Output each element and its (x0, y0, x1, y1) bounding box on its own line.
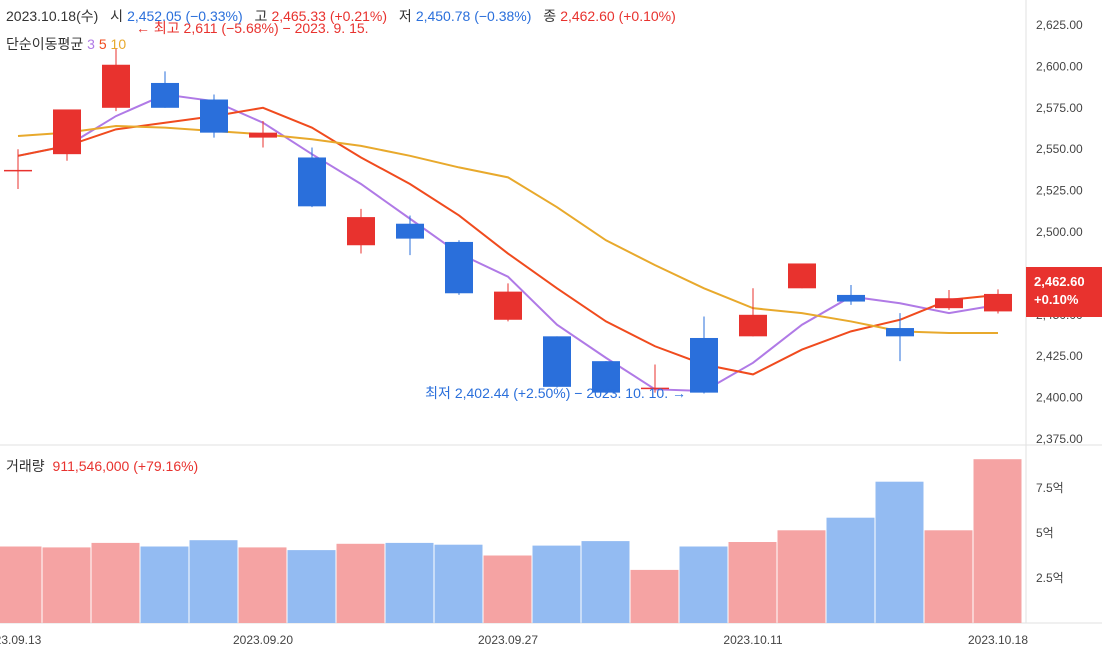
volume-bar (42, 547, 91, 623)
ma-label: 단순이동평균 (6, 36, 84, 52)
volume-value: 911,546,000 (+79.16%) (52, 458, 199, 474)
price-tick-label: 2,375.00 (1036, 432, 1083, 446)
candle-body (690, 337, 718, 393)
current-price-change: +0.10% (1034, 292, 1079, 307)
volume-bar (728, 542, 777, 623)
volume-bar (826, 517, 875, 623)
price-tick-label: 2,500.00 (1036, 225, 1083, 239)
ma-period-3: 3 (87, 36, 95, 52)
volume-bar (238, 547, 287, 623)
volume-tick-label: 7.5억 (1036, 481, 1064, 495)
low-annotation: 최저 2,402.44 (+2.50%) − 2023. 10. 10. → (425, 385, 686, 401)
volume-axis: 7.5억 5억 2.5억 (1036, 481, 1064, 585)
price-tick-label: 2,600.00 (1036, 59, 1083, 73)
candle-body (886, 328, 914, 337)
volume-bar (336, 543, 385, 623)
volume-bar (0, 546, 42, 623)
volume-bar (777, 530, 826, 623)
volume-bar (189, 540, 238, 623)
ma-period-5: 5 (98, 36, 107, 52)
open-label: 시 (110, 8, 124, 24)
low-label: 저 (398, 8, 412, 24)
candle-body (151, 82, 179, 108)
price-tick-label: 2,575.00 (1036, 101, 1083, 115)
candle-body (837, 294, 865, 302)
candle-body (984, 293, 1012, 312)
low-value: 2,450.78 (−0.38%) (415, 8, 532, 24)
date-label: 2023.10.18(수) (6, 8, 99, 24)
date-tick-label: 2023.10.18 (968, 633, 1028, 647)
volume-label: 거래량 (6, 458, 45, 474)
candle-body (249, 132, 277, 138)
date-tick-label: 2023.10.11 (723, 633, 782, 647)
candle-body (200, 99, 228, 133)
candle-body (445, 241, 473, 294)
volume-bar (581, 541, 630, 623)
volume-bar (483, 555, 532, 623)
ma-line-5 (17, 106, 999, 376)
high-label: 고 (254, 8, 268, 24)
close-label: 종 (543, 8, 557, 24)
close-value: 2,462.60 (+0.10%) (560, 8, 676, 24)
price-tick-label: 2,400.00 (1036, 391, 1083, 405)
volume-bar (140, 546, 189, 623)
candle-body (53, 109, 81, 155)
price-axis: 2,625.00 2,600.00 2,575.00 2,550.00 2,525.00… (1036, 18, 1083, 446)
candle-body (935, 298, 963, 309)
ma-line-3 (17, 93, 999, 392)
volume-bar (630, 569, 679, 623)
volume-bars (0, 459, 1022, 623)
current-price-badge: 2,462.60 +0.10% (1026, 267, 1102, 317)
candle-body (102, 64, 130, 108)
date-tick-label: 23.09.13 (0, 633, 42, 647)
volume-bar (679, 546, 728, 623)
candle-body (396, 223, 424, 239)
ohlc-info: 2023.10.18(수) 시 2,452.05 (−0.33%) 고 2,465.… (6, 6, 676, 26)
candle-body (4, 169, 32, 172)
volume-bar (287, 550, 336, 623)
volume-bar (434, 544, 483, 623)
high-annotation: ← 최고 2,611 (−5.68%) − 2023. 9. 15. (136, 20, 369, 36)
candle-body (641, 387, 669, 390)
candle-body (543, 336, 571, 387)
candle-body (739, 314, 767, 337)
price-tick-label: 2,625.00 (1036, 18, 1083, 32)
date-tick-label: 2023.09.27 (478, 633, 538, 647)
ma-period-10: 10 (110, 36, 127, 52)
ma-line-10 (17, 125, 998, 335)
date-axis: 23.09.13 2023.09.20 2023.09.27 2023.10.11 20… (0, 633, 1028, 647)
high-value: 2,465.33 (+0.21%) (271, 8, 388, 24)
volume-bar (385, 542, 434, 623)
volume-info: 거래량 911,546,000 (+79.16%) (6, 456, 198, 476)
price-tick-label: 2,425.00 (1036, 349, 1083, 363)
open-value: 2,452.05 (−0.33%) (127, 8, 243, 24)
candle-body (494, 291, 522, 320)
volume-tick-label: 5억 (1036, 526, 1054, 540)
volume-bar (532, 545, 581, 623)
price-tick-label: 2,525.00 (1036, 184, 1083, 198)
candle-body (788, 263, 816, 289)
volume-tick-label: 2.5억 (1036, 571, 1064, 585)
candle-body (298, 157, 326, 207)
volume-bar (973, 459, 1022, 623)
volume-bar (875, 481, 924, 623)
price-tick-label: 2,550.00 (1036, 142, 1083, 156)
candle-body (347, 217, 375, 246)
moving-average-legend[interactable]: 단순이동평균 3 5 10 (6, 34, 126, 54)
volume-bar (924, 530, 973, 623)
date-tick-label: 2023.09.20 (233, 633, 293, 647)
candle-body (592, 361, 620, 393)
volume-bar (91, 542, 140, 623)
moving-average-lines (17, 93, 999, 392)
candlesticks (4, 48, 1012, 395)
current-price-value: 2,462.60 (1034, 274, 1085, 289)
